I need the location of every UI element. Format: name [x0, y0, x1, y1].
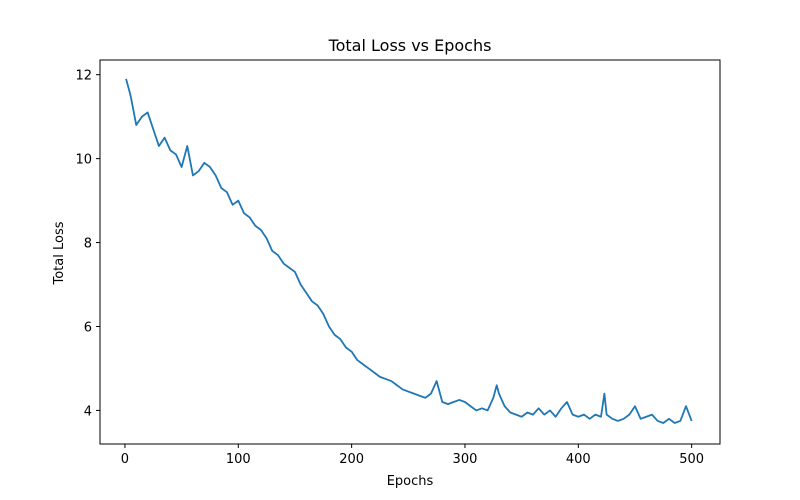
y-tick-label: 8 [84, 237, 92, 252]
x-axis-ticks: 0 100 200 300 400 500 [121, 444, 704, 467]
x-tick-label: 400 [566, 452, 591, 467]
x-tick-label: 300 [453, 452, 478, 467]
x-axis-label: Epochs [387, 474, 434, 489]
y-tick-label: 10 [75, 153, 92, 168]
x-tick-label: 200 [339, 452, 364, 467]
x-tick-label: 0 [121, 452, 129, 467]
loss-series-line [125, 78, 693, 424]
y-axis-label: Total Loss [52, 221, 67, 285]
y-axis-ticks: 4 6 8 10 12 [75, 69, 100, 419]
y-tick-label: 6 [84, 320, 92, 335]
x-tick-label: 500 [679, 452, 704, 467]
x-tick-label: 100 [226, 452, 251, 467]
y-tick-label: 4 [84, 404, 92, 419]
plot-area [125, 78, 693, 424]
y-tick-label: 12 [75, 69, 92, 84]
plot-frame [99, 59, 721, 445]
chart-title: Total Loss vs Epochs [328, 36, 492, 55]
